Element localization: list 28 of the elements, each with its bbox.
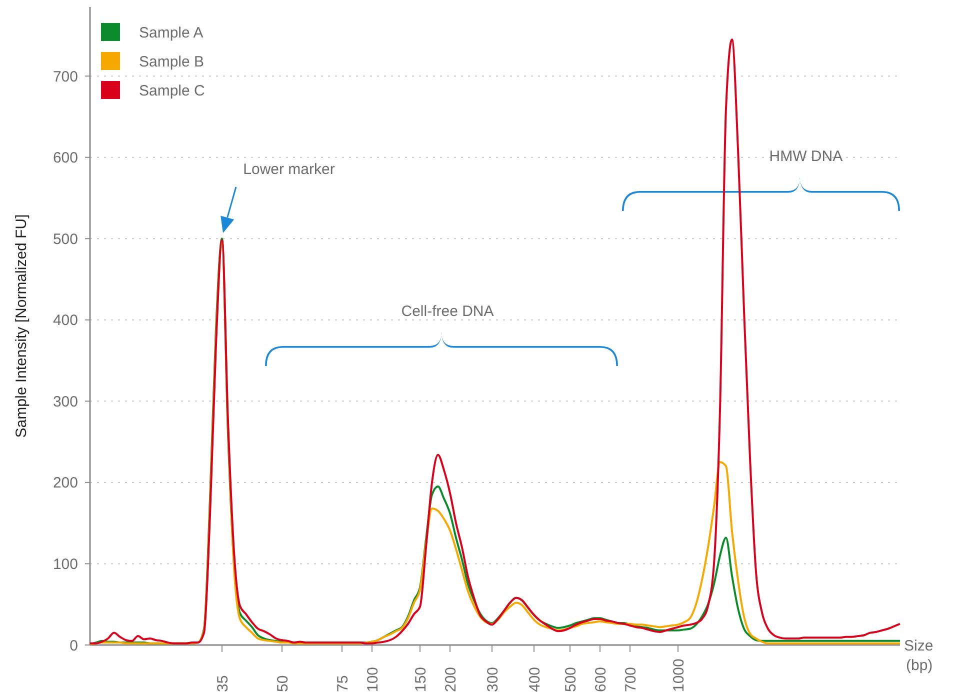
x-tick-label: 500 [562,666,580,692]
y-tick-label: 200 [52,474,78,492]
x-tick-label: 700 [622,666,640,692]
y-tick-label: 300 [52,393,78,410]
x-tick-label: 50 [274,675,292,692]
x-tick-label: 300 [484,666,502,692]
x-tick-label: 75 [334,675,352,692]
y-tick-label: 500 [52,230,78,248]
y-axis-title: Sample Intensity [Normalized FU] [13,214,30,438]
x-axis-title: Size (bp) [904,637,934,674]
x-tick-label: 600 [592,666,610,692]
annotation: Lower marker [243,161,335,178]
x-tick-label: 1000 [670,658,688,692]
x-tick-label: 200 [442,666,460,692]
y-tick-label: 600 [52,150,78,167]
y-tick-label: 100 [52,556,78,573]
legend-label: Sample C [139,82,206,100]
x-tick-label: 400 [526,666,544,692]
y-tick-label: 400 [52,312,78,330]
annotation: Cell-free DNA [401,303,494,320]
annotation: HMW DNA [769,148,843,165]
legend-label: Sample A [139,24,204,42]
legend-label: Sample B [139,53,204,70]
y-tick-label: 700 [52,68,78,86]
x-tick-label: 100 [364,666,382,692]
x-tick-label: 150 [412,666,430,692]
y-tick-label: 0 [70,637,78,654]
x-tick-label: 35 [214,675,232,692]
